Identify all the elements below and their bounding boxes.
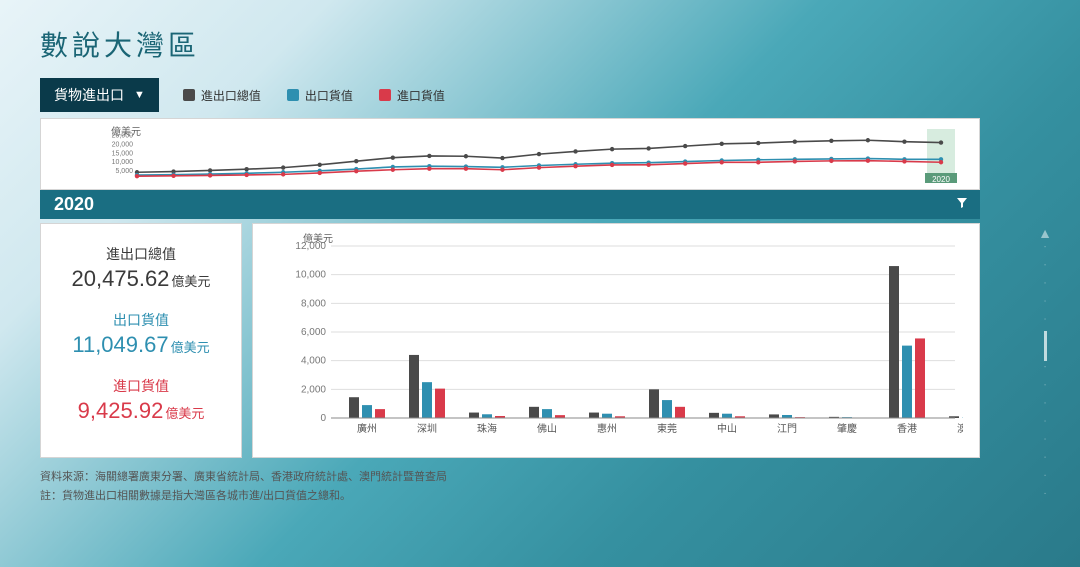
chevron-down-icon: ▼ [134,89,145,101]
stat-block: 進出口總值 20,475.62億美元 [51,244,231,292]
legend-swatch [287,89,299,101]
stat-value: 9,425.92億美元 [51,398,231,424]
stat-value: 20,475.62億美元 [51,266,231,292]
svg-text:10,000: 10,000 [112,159,134,166]
legend-label: 出口貨值 [305,87,353,104]
legend-swatch [183,89,195,101]
stat-label: 進出口總值 [51,244,231,264]
svg-text:8,000: 8,000 [301,298,326,309]
footnote-line: 註：貨物進出口相關數據是指大灣區各城市進/出口貨值之總和。 [40,487,980,506]
legend-item[interactable]: 出口貨值 [287,87,353,104]
svg-text:5,000: 5,000 [115,168,133,175]
svg-text:澳門: 澳門 [957,422,963,435]
svg-text:15,000: 15,000 [112,150,134,157]
svg-text:珠海: 珠海 [477,422,497,435]
timeline-chart[interactable]: 5,000 10,000 15,000 20,00025,000 2020 [95,125,967,183]
metric-dropdown[interactable]: 貨物進出口 ▼ [40,78,159,112]
filter-icon[interactable] [956,197,968,212]
page-title: 數說大灣區 [40,24,980,64]
legend-label: 進口貨值 [397,87,445,104]
metric-dropdown-label: 貨物進出口 [54,85,124,105]
bar-y-unit: 億美元 [303,230,333,245]
svg-text:廣州: 廣州 [357,422,377,435]
legend-label: 進出口總值 [201,87,261,104]
svg-text:2020: 2020 [932,175,950,183]
legend-item[interactable]: 進口貨值 [379,87,445,104]
svg-text:10,000: 10,000 [295,270,326,281]
stat-block: 出口貨值 11,049.67億美元 [51,310,231,358]
svg-text:肇慶: 肇慶 [837,422,857,435]
svg-text:6,000: 6,000 [301,327,326,338]
stat-label: 進口貨值 [51,376,231,396]
legend-item[interactable]: 進出口總值 [183,87,261,104]
svg-text:東莞: 東莞 [657,422,677,435]
footnotes: 資料來源：海關總署廣東分署、廣東省統計局、香港政府統計處、澳門統計暨普查局註：貨… [40,468,980,505]
svg-text:20,000: 20,000 [112,141,134,148]
stat-value: 11,049.67億美元 [51,332,231,358]
arrow-up-icon: ▲ [1038,225,1052,241]
svg-text:中山: 中山 [717,422,737,435]
svg-text:0: 0 [320,413,326,424]
svg-text:江門: 江門 [777,423,797,435]
svg-text:2,000: 2,000 [301,384,326,395]
svg-text:佛山: 佛山 [537,422,557,435]
legend-swatch [379,89,391,101]
bar-chart-panel: 億美元 02,0004,0006,0008,00010,00012,000廣州深… [252,223,980,458]
svg-text:惠州: 惠州 [597,422,617,435]
side-scroll-indicator: ▲ · · · · · · · · · · · · · [1038,225,1052,501]
timeline-chart-panel: 億美元 5,00010,00015,00020,00025,0002020 [40,118,980,190]
controls-bar: 貨物進出口 ▼ 進出口總值 出口貨值 進口貨值 [40,78,980,112]
stat-block: 進口貨值 9,425.92億美元 [51,376,231,424]
svg-text:25,000: 25,000 [112,133,134,140]
year-bar: 2020 [40,190,980,219]
stat-label: 出口貨值 [51,310,231,330]
svg-text:深圳: 深圳 [417,423,437,435]
svg-text:4,000: 4,000 [301,356,326,367]
footnote-line: 資料來源：海關總署廣東分署、廣東省統計局、香港政府統計處、澳門統計暨普查局 [40,468,980,487]
selected-year: 2020 [54,194,94,215]
chart-legend: 進出口總值 出口貨值 進口貨值 [183,87,445,104]
city-bar-chart[interactable]: 02,0004,0006,0008,00010,00012,000廣州深圳珠海佛… [293,232,963,442]
stats-card: 進出口總值 20,475.62億美元出口貨值 11,049.67億美元進口貨值 … [40,223,242,458]
svg-text:香港: 香港 [897,423,917,435]
